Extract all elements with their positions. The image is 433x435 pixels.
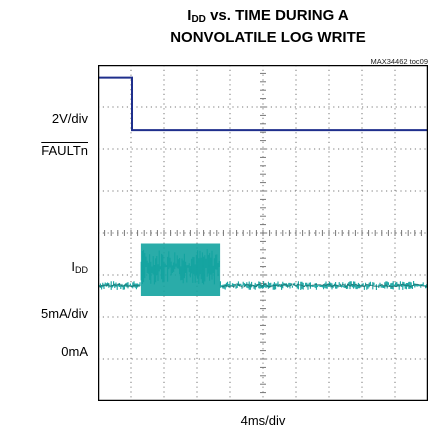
- faultn-trace: [98, 76, 428, 132]
- faultn-signal-label: FAULTn: [41, 143, 88, 158]
- idd-signal-label: IDD: [71, 259, 88, 275]
- faultn-scale-label: 2V/div: [51, 111, 88, 126]
- plot-frame: [98, 65, 428, 401]
- chart-title-line1: IDD vs. TIME DURING A: [187, 7, 349, 25]
- reference-code: MAX34462 toc09: [370, 57, 428, 66]
- oscilloscope-plot: [98, 65, 428, 401]
- chart-title-line2: NONVOLATILE LOG WRITE: [170, 29, 366, 46]
- chart-title: IDD vs. TIME DURING A NONVOLATILE LOG WR…: [98, 7, 433, 47]
- idd-trace-core: [98, 283, 428, 288]
- idd-zero-label: 0mA: [61, 344, 88, 359]
- x-axis-scale-label: 4ms/div: [240, 413, 286, 428]
- idd-scale-label: 5mA/div: [41, 306, 88, 321]
